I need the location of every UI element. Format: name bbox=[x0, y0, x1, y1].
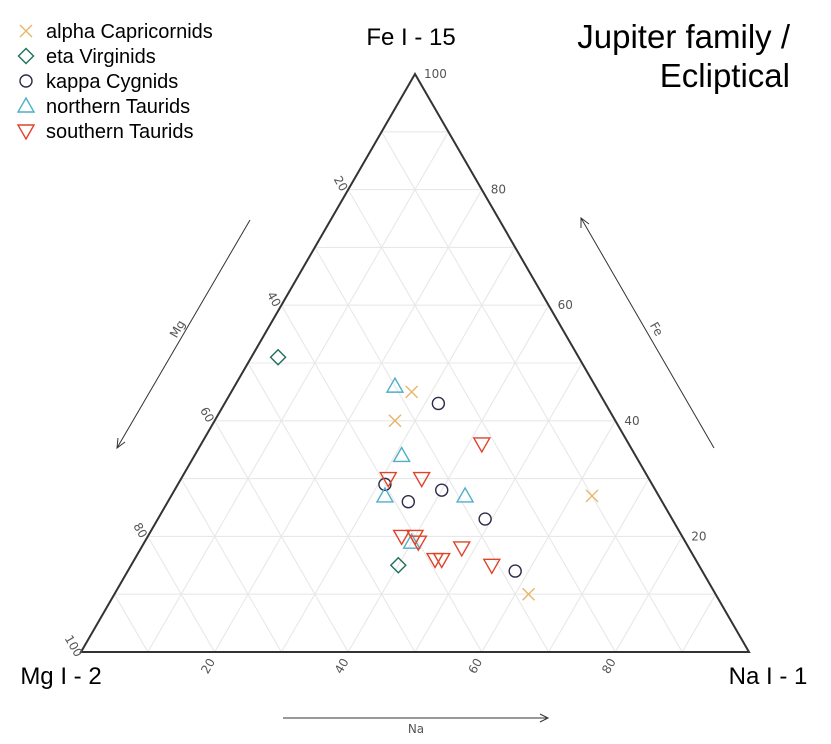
grid-line-na-30 bbox=[280, 247, 516, 653]
data-point bbox=[392, 446, 411, 463]
data-point bbox=[375, 486, 395, 503]
grid-line-mg-90 bbox=[113, 593, 149, 653]
grid bbox=[113, 131, 717, 653]
legend-marker bbox=[19, 74, 33, 88]
na-tick-label: 20 bbox=[198, 656, 218, 676]
legend-marker bbox=[17, 47, 35, 65]
tick-labels: 20 20 20 40 40 40 60 60 60 80 80 80 100 100 bbox=[62, 67, 707, 676]
na-tick-label: 80 bbox=[599, 656, 619, 676]
data-point bbox=[388, 414, 402, 428]
data-point bbox=[435, 483, 449, 497]
data-point bbox=[472, 437, 492, 454]
mg-arrow-head bbox=[116, 437, 126, 450]
grid-line-mg-80 bbox=[147, 536, 216, 653]
fe-tick-label: 40 bbox=[624, 414, 639, 428]
data-point bbox=[455, 486, 475, 503]
mg-tick-label: 20 bbox=[331, 173, 351, 193]
grid-line-mg-50 bbox=[247, 362, 416, 653]
vertex-label-fe: Fe I - 15 bbox=[366, 24, 455, 51]
data-point bbox=[402, 532, 421, 549]
fe-tick-label: 80 bbox=[491, 183, 506, 197]
data-point bbox=[389, 556, 407, 574]
data-point bbox=[585, 489, 599, 503]
axis-arrows bbox=[116, 217, 715, 723]
data-point bbox=[379, 471, 398, 489]
data-point bbox=[385, 376, 405, 393]
fe-axis-arrow bbox=[580, 217, 715, 449]
mg-axis-name: Mg bbox=[167, 318, 188, 341]
triangle-frame bbox=[79, 72, 751, 653]
series-kappa-cygnids bbox=[378, 396, 522, 578]
data-point bbox=[508, 564, 522, 578]
series-southern-taurids bbox=[379, 437, 502, 575]
mg-tick-label: 60 bbox=[197, 405, 217, 425]
grid-line-na-90 bbox=[681, 593, 717, 653]
data-point bbox=[412, 471, 431, 489]
grid-line-na-60 bbox=[481, 420, 616, 653]
series-eta-virginids bbox=[269, 348, 407, 574]
na-axis-name: Na bbox=[408, 722, 424, 736]
na-arrow-head bbox=[539, 713, 550, 723]
grid-line-na-80 bbox=[614, 536, 683, 653]
legend-label: alpha Capricornids bbox=[46, 21, 213, 43]
mg-tick-label: 100 bbox=[62, 633, 86, 660]
grid-line-mg-30 bbox=[314, 247, 550, 653]
grid-line-mg-70 bbox=[180, 478, 282, 653]
mg-axis-arrow bbox=[116, 219, 251, 449]
fe-axis-name: Fe bbox=[647, 320, 666, 339]
legend-label: southern Taurids bbox=[46, 121, 194, 143]
data-point bbox=[522, 587, 536, 601]
fe-tick-label: 20 bbox=[691, 529, 706, 543]
data-point bbox=[378, 477, 392, 492]
fe-tick-label: 100 bbox=[424, 67, 447, 81]
data-point bbox=[401, 495, 416, 509]
grid-line-na-50 bbox=[414, 362, 583, 653]
grid-line-mg-10 bbox=[381, 131, 683, 653]
legend-label: northern Taurids bbox=[46, 96, 190, 118]
na-tick-label: 40 bbox=[332, 656, 352, 676]
data-point bbox=[432, 552, 451, 569]
grid-line-mg-60 bbox=[214, 420, 349, 653]
data-point bbox=[269, 348, 287, 366]
data-point bbox=[452, 541, 471, 558]
mg-tick-label: 80 bbox=[130, 520, 150, 540]
legend-marker bbox=[19, 24, 33, 38]
legend: alpha Capricornids eta Virginids kappa Cyg… bbox=[16, 21, 213, 143]
na-tick-label: 60 bbox=[465, 656, 485, 676]
legend-label: kappa Cygnids bbox=[46, 71, 178, 93]
data-point bbox=[409, 535, 428, 552]
data-point bbox=[431, 396, 446, 411]
vertex-label-na: Na I - 1 bbox=[729, 663, 808, 690]
data-point bbox=[392, 529, 411, 546]
mg-tick-label: 40 bbox=[264, 289, 284, 309]
data-point bbox=[478, 512, 492, 526]
fe-arrow-head bbox=[580, 217, 590, 228]
vertex-label-mg: Mg I - 2 bbox=[20, 663, 101, 690]
data-point bbox=[405, 385, 419, 399]
chart-title-line-2: Ecliptical bbox=[660, 57, 790, 94]
legend-marker bbox=[16, 124, 36, 141]
fe-tick-label: 60 bbox=[558, 298, 573, 312]
data-points bbox=[269, 348, 599, 601]
legend-marker bbox=[16, 96, 36, 113]
series-northern-taurids bbox=[375, 376, 475, 549]
series-alpha-capricornids bbox=[388, 385, 599, 601]
legend-label: eta Virginids bbox=[46, 46, 156, 68]
grid-line-na-10 bbox=[147, 131, 449, 653]
grid-line-na-70 bbox=[548, 478, 650, 653]
data-point bbox=[482, 558, 502, 575]
chart-title-line-1: Jupiter family / bbox=[577, 18, 791, 55]
